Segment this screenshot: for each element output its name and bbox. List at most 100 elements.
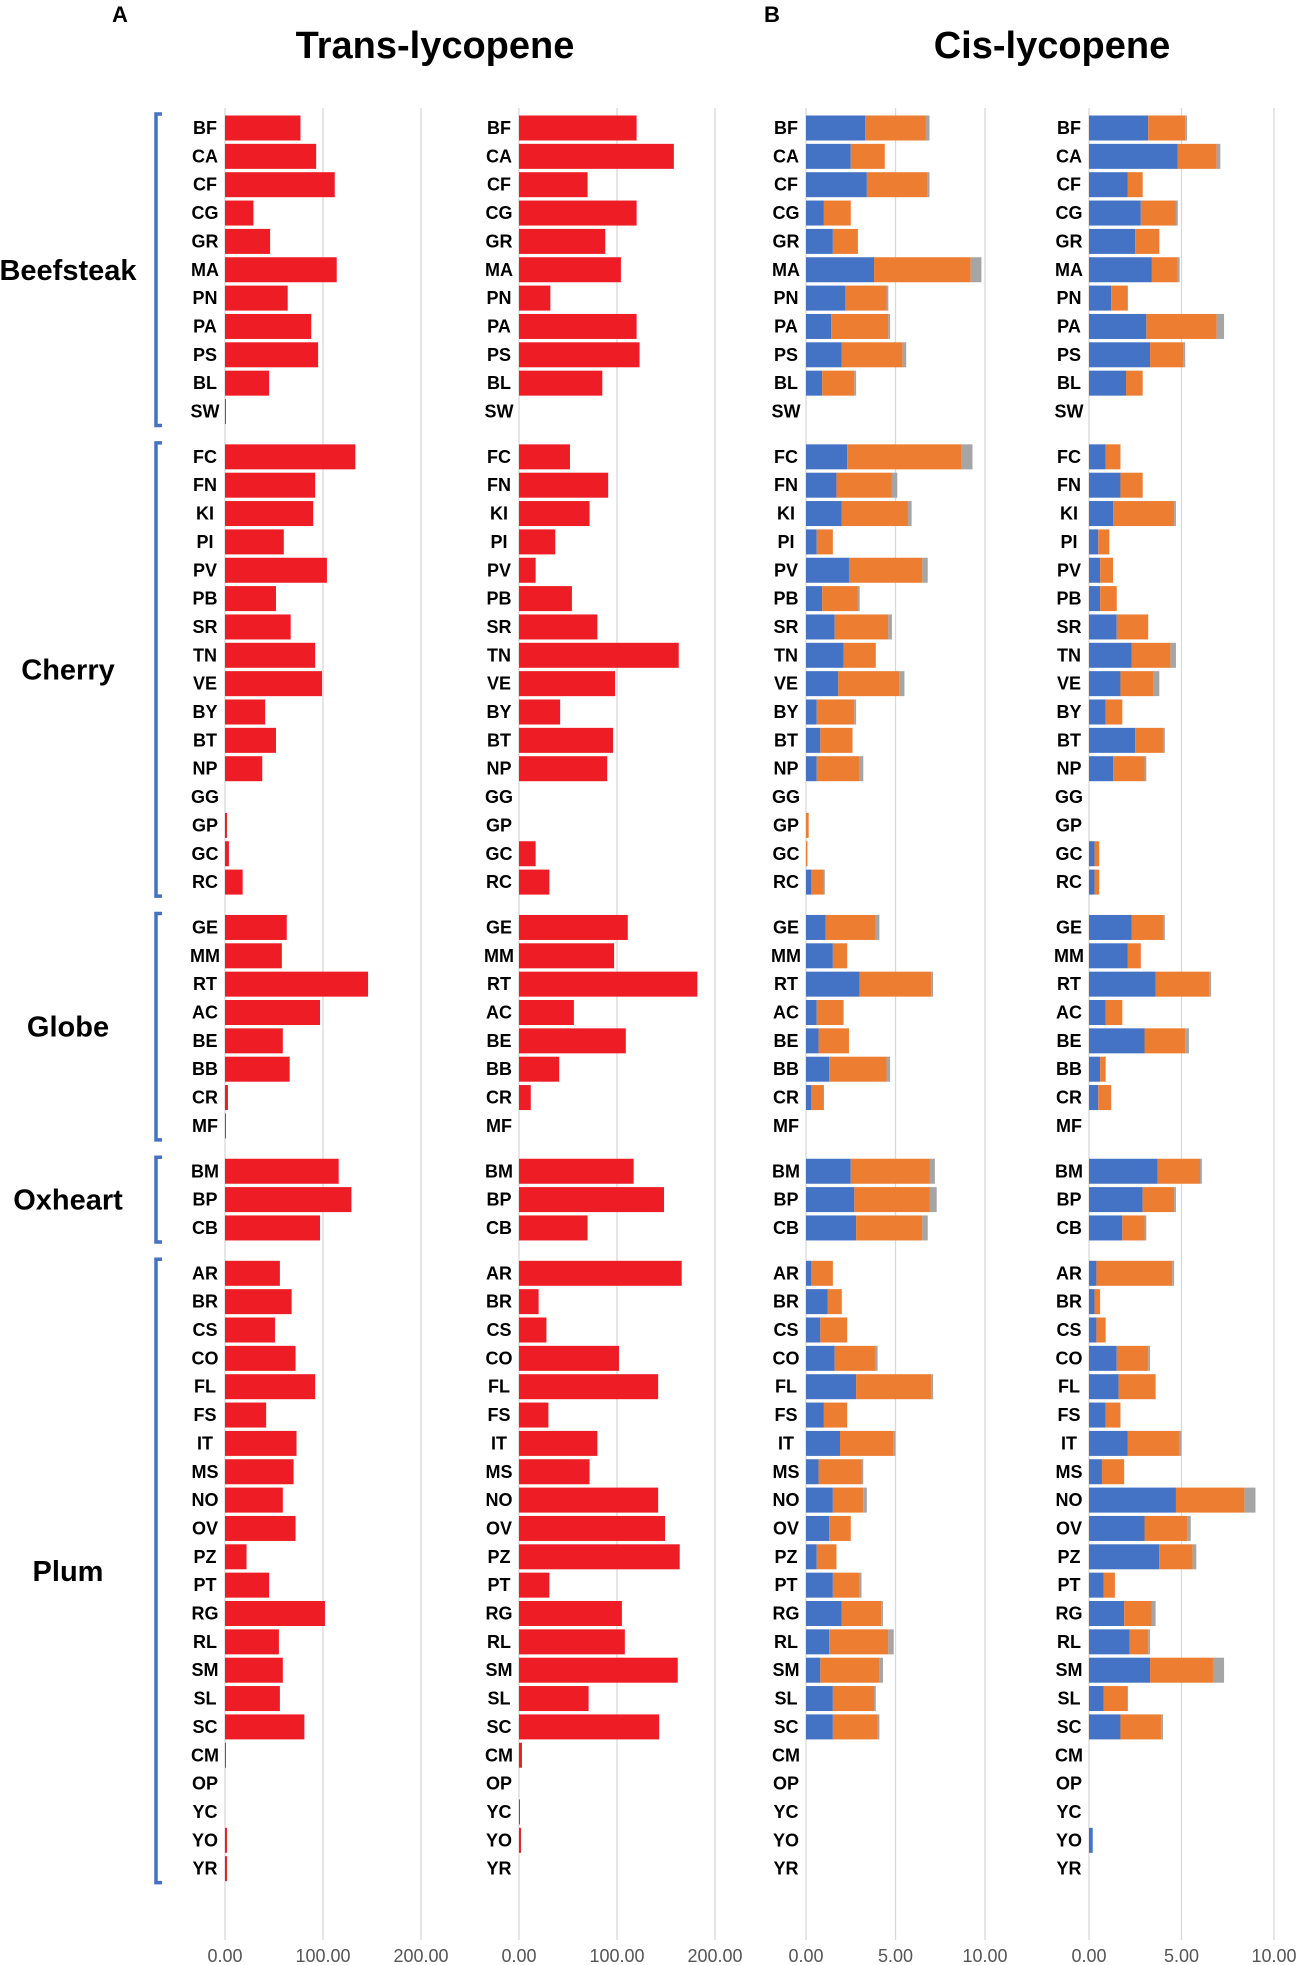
bar-cis-1-ac <box>1089 1000 1106 1025</box>
category-label: BY <box>192 702 217 722</box>
category-label: PA <box>774 316 798 336</box>
bar-trans-lycopene-rl <box>519 1629 625 1655</box>
bar-cis-1-pz <box>806 1544 817 1570</box>
bar-cis-3-ve <box>1153 671 1160 697</box>
bar-cis-2-ki <box>1113 501 1175 527</box>
category-label: BB <box>486 1059 512 1079</box>
category-label: MS <box>773 1462 800 1482</box>
category-label: PB <box>1056 589 1081 609</box>
bar-cis-1-sc <box>1089 1714 1121 1740</box>
bar-cis-2-rc <box>811 869 824 895</box>
bar-cis-2-sr <box>1116 614 1149 640</box>
category-label: IT <box>1061 1433 1077 1453</box>
category-label: PS <box>1057 345 1081 365</box>
bar-cis-1-bb <box>1089 1056 1101 1082</box>
bar-trans-lycopene-ge <box>225 914 287 940</box>
bar-cis-1-ge <box>1089 914 1132 940</box>
category-label: VE <box>1057 674 1081 694</box>
bar-cis-2-be <box>818 1028 849 1054</box>
category-label: SC <box>486 1717 511 1737</box>
category-label: NP <box>773 759 798 779</box>
category-label: GG <box>772 787 800 807</box>
category-label: RL <box>774 1632 798 1652</box>
bar-cis-2-ge <box>825 914 876 940</box>
x-tick-label: 10.00 <box>1251 1946 1296 1965</box>
bar-cis-2-ov <box>1144 1515 1188 1541</box>
bar-cis-1-bt <box>806 727 821 753</box>
bar-cis-1-pi <box>1089 529 1099 555</box>
bar-cis-2-pi <box>1098 529 1110 555</box>
bar-cis-1-cr <box>1089 1085 1099 1111</box>
category-label: MA <box>191 260 219 280</box>
bar-cis-1-bp <box>1089 1187 1143 1213</box>
category-label: BE <box>486 1031 511 1051</box>
category-label: KI <box>196 504 214 524</box>
bar-cis-2-gc <box>806 841 808 867</box>
chart-layer: 0.00 100.00 200.00 BF CA CF CG GR MA PN PA PS BL SW FC… <box>190 108 1297 1965</box>
group-label-plum: Plum <box>33 1556 104 1588</box>
x-tick-label: 0.00 <box>1071 1946 1106 1965</box>
category-label: BE <box>1056 1031 1081 1051</box>
bar-cis-2-bm <box>850 1158 930 1184</box>
bar-cis-1-it <box>806 1430 841 1456</box>
bar-cis-3-ma <box>1177 257 1180 283</box>
category-label: BE <box>192 1031 217 1051</box>
bar-cis-2-no <box>832 1487 864 1513</box>
bar-cis-3-bp <box>929 1187 937 1213</box>
bar-trans-lycopene-cs <box>225 1317 275 1343</box>
bar-trans-lycopene-pn <box>519 285 551 311</box>
bar-cis-3-rg <box>1151 1601 1156 1626</box>
bar-trans-lycopene-fs <box>519 1402 549 1428</box>
category-label: MM <box>484 946 514 966</box>
bar-cis-1-pb <box>806 586 823 612</box>
bar-cis-1-be <box>1089 1028 1145 1054</box>
bar-cis-2-co <box>1116 1345 1149 1371</box>
category-label: SW <box>485 402 514 422</box>
bar-trans-lycopene-ar <box>225 1260 280 1286</box>
x-tick-label: 0.00 <box>207 1946 242 1965</box>
category-label: BL <box>487 373 511 393</box>
category-label: KI <box>777 504 795 524</box>
bar-cis-2-ov <box>829 1515 851 1541</box>
category-label: RL <box>193 1632 217 1652</box>
category-label: CB <box>486 1218 512 1238</box>
bar-cis-2-rt <box>859 971 932 997</box>
bar-trans-lycopene-ca <box>519 143 674 169</box>
bar-trans-lycopene-bb <box>225 1056 290 1082</box>
bar-cis-3-bm <box>1200 1158 1202 1184</box>
bar-trans-lycopene-ps <box>225 342 319 368</box>
category-label: PN <box>1056 288 1081 308</box>
bar-cis-3-ps <box>902 342 907 368</box>
bar-cis-2-pb <box>1100 586 1117 612</box>
bar-trans-lycopene-bf <box>519 115 637 141</box>
category-label: CF <box>774 175 798 195</box>
bar-cis-3-bf <box>925 115 930 141</box>
bar-cis-2-bp <box>854 1187 930 1213</box>
group-label-globe: Globe <box>27 1012 109 1044</box>
category-label: PT <box>487 1575 510 1595</box>
bar-cis-1-rl <box>806 1629 830 1655</box>
bar-trans-lycopene-gr <box>519 228 606 254</box>
x-tick-label: 200.00 <box>393 1946 448 1965</box>
bar-trans-lycopene-cb <box>519 1215 588 1241</box>
bar-cis-2-cg <box>823 200 851 226</box>
bar-trans-lycopene-cb <box>225 1215 321 1241</box>
bar-cis-3-co <box>1148 1345 1151 1371</box>
category-label: SW <box>772 402 801 422</box>
chart-a-1: 0.00 100.00 200.00 BF CA CF CG GR MA PN PA PS BL SW FC… <box>190 108 449 1965</box>
bar-cis-3-bb <box>886 1056 891 1082</box>
category-label: PI <box>1060 532 1077 552</box>
category-label: SR <box>486 617 511 637</box>
category-label: CA <box>1056 146 1082 166</box>
bar-cis-1-ve <box>806 671 839 697</box>
chart-a-2: 0.00 100.00 200.00 BF CA CF CG GR MA PN PA PS BL SW FC… <box>484 108 743 1965</box>
category-label: CG <box>486 203 513 223</box>
bar-cis-2-cf <box>866 172 928 198</box>
category-label: FC <box>1057 447 1081 467</box>
group-bracket-beefsteak <box>154 112 162 428</box>
bar-trans-lycopene-co <box>519 1345 619 1371</box>
category-label: PB <box>192 589 217 609</box>
bar-cis-2-pn <box>845 285 887 311</box>
category-label: PS <box>774 345 798 365</box>
bar-cis-3-ps <box>1183 342 1186 368</box>
